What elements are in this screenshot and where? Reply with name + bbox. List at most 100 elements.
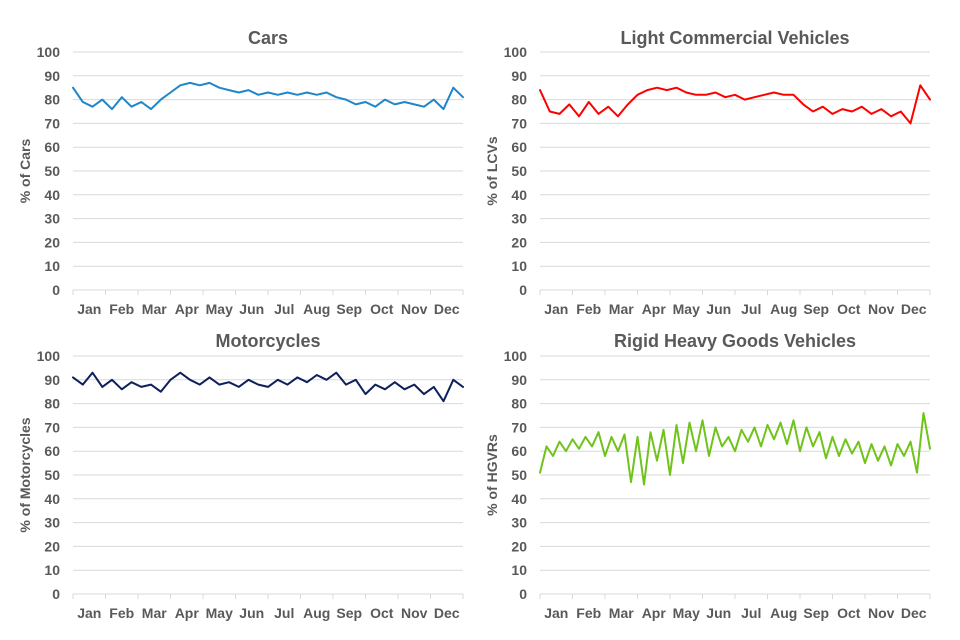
x-tick-label: May bbox=[206, 605, 233, 621]
x-tick-label: Feb bbox=[109, 301, 134, 317]
y-tick-label: 30 bbox=[511, 211, 527, 227]
x-tick-label: Apr bbox=[175, 605, 200, 621]
x-tick-label: Aug bbox=[770, 605, 797, 621]
x-tick-label: Jan bbox=[77, 605, 101, 621]
x-tick-label: Jun bbox=[239, 301, 264, 317]
chart-title: Rigid Heavy Goods Vehicles bbox=[614, 331, 856, 351]
y-axis-label: % of LCVs bbox=[484, 136, 500, 205]
x-tick-label: May bbox=[206, 301, 233, 317]
y-tick-label: 80 bbox=[511, 396, 527, 412]
x-tick-label: Mar bbox=[142, 605, 167, 621]
x-tick-label: Nov bbox=[401, 605, 428, 621]
x-tick-label: Jun bbox=[706, 301, 731, 317]
y-tick-label: 0 bbox=[52, 282, 60, 298]
x-tick-label: Dec bbox=[901, 605, 927, 621]
x-tick-label: Mar bbox=[609, 301, 634, 317]
y-tick-label: 10 bbox=[44, 562, 60, 578]
y-tick-label: 90 bbox=[44, 372, 60, 388]
y-tick-label: 60 bbox=[511, 139, 527, 155]
x-tick-label: May bbox=[673, 301, 700, 317]
y-tick-label: 0 bbox=[52, 586, 60, 602]
y-tick-label: 100 bbox=[504, 348, 528, 364]
x-tick-label: Apr bbox=[175, 301, 200, 317]
y-tick-label: 60 bbox=[511, 443, 527, 459]
x-tick-label: Oct bbox=[370, 301, 394, 317]
chart-cars: 0 10 20 30 40 50 60 70 80 90 100 Jan Feb Mar Apr May Jun… bbox=[17, 28, 464, 317]
chart-light-commercial-vehicles: 0 10 20 30 40 50 60 70 80 90 100 Jan Feb Mar Apr May Jun… bbox=[484, 28, 931, 317]
y-tick-label: 50 bbox=[44, 163, 60, 179]
y-axis-label: % of Motorcycles bbox=[17, 417, 33, 532]
y-tick-label: 0 bbox=[519, 586, 527, 602]
x-tick-label: Jul bbox=[274, 301, 294, 317]
y-tick-label: 80 bbox=[511, 92, 527, 108]
y-tick-label: 100 bbox=[37, 348, 61, 364]
x-tick-label: May bbox=[673, 605, 700, 621]
x-tick-label: Feb bbox=[109, 605, 134, 621]
y-tick-label: 50 bbox=[511, 467, 527, 483]
x-tick-label: Jan bbox=[77, 301, 101, 317]
series-line-lcvs bbox=[539, 84, 931, 125]
y-tick-label: 10 bbox=[511, 562, 527, 578]
x-tick-label: Sep bbox=[803, 605, 829, 621]
x-tick-label: Jul bbox=[274, 605, 294, 621]
x-tick-label: Jan bbox=[544, 301, 568, 317]
y-tick-label: 60 bbox=[44, 443, 60, 459]
y-tick-label: 70 bbox=[44, 419, 60, 435]
y-tick-label: 10 bbox=[44, 258, 60, 274]
y-tick-label: 0 bbox=[519, 282, 527, 298]
x-tick-label: Aug bbox=[303, 301, 330, 317]
x-tick-label: Dec bbox=[434, 301, 460, 317]
y-tick-label: 20 bbox=[511, 538, 527, 554]
x-tick-label: Mar bbox=[609, 605, 634, 621]
y-tick-label: 30 bbox=[511, 515, 527, 531]
y-tick-label: 80 bbox=[44, 396, 60, 412]
x-tick-label: Oct bbox=[837, 605, 861, 621]
x-tick-label: Apr bbox=[642, 301, 667, 317]
x-tick-label: Aug bbox=[303, 605, 330, 621]
y-tick-label: 40 bbox=[44, 187, 60, 203]
x-tick-label: Jan bbox=[544, 605, 568, 621]
y-axis-label: % of HGVRs bbox=[484, 434, 500, 516]
x-tick-label: Sep bbox=[336, 605, 362, 621]
x-tick-label: Nov bbox=[401, 301, 428, 317]
series-line-motorcycles bbox=[72, 371, 464, 403]
chart-title: Cars bbox=[248, 28, 288, 48]
x-tick-label: Feb bbox=[576, 301, 601, 317]
x-tick-label: Nov bbox=[868, 301, 895, 317]
x-tick-label: Oct bbox=[837, 301, 861, 317]
y-tick-label: 100 bbox=[504, 44, 528, 60]
x-tick-label: Nov bbox=[868, 605, 895, 621]
x-tick-label: Jun bbox=[706, 605, 731, 621]
y-tick-label: 20 bbox=[44, 538, 60, 554]
y-tick-label: 40 bbox=[511, 187, 527, 203]
y-tick-label: 70 bbox=[511, 115, 527, 131]
chart-title: Light Commercial Vehicles bbox=[620, 28, 849, 48]
x-tick-label: Sep bbox=[803, 301, 829, 317]
y-tick-label: 80 bbox=[44, 92, 60, 108]
y-tick-label: 90 bbox=[511, 68, 527, 84]
y-tick-label: 20 bbox=[511, 234, 527, 250]
x-tick-label: Oct bbox=[370, 605, 394, 621]
y-tick-label: 60 bbox=[44, 139, 60, 155]
chart-motorcycles: 0 10 20 30 40 50 60 70 80 90 100 Jan Feb Mar Apr May Jun… bbox=[17, 331, 464, 621]
y-tick-label: 30 bbox=[44, 211, 60, 227]
y-tick-label: 50 bbox=[511, 163, 527, 179]
x-tick-label: Dec bbox=[434, 605, 460, 621]
y-tick-label: 70 bbox=[511, 419, 527, 435]
y-tick-label: 20 bbox=[44, 234, 60, 250]
x-tick-label: Dec bbox=[901, 301, 927, 317]
chart-rigid-heavy-goods-vehicles: 0 10 20 30 40 50 60 70 80 90 100 Jan Feb Mar Apr May Jun… bbox=[484, 331, 931, 621]
chart-title: Motorcycles bbox=[215, 331, 320, 351]
y-tick-label: 10 bbox=[511, 258, 527, 274]
x-tick-label: Jul bbox=[741, 301, 761, 317]
y-tick-label: 40 bbox=[511, 491, 527, 507]
series-line-hgvrs bbox=[539, 412, 931, 486]
y-tick-label: 90 bbox=[511, 372, 527, 388]
x-tick-label: Aug bbox=[770, 301, 797, 317]
y-axis-label: % of Cars bbox=[17, 139, 33, 204]
y-tick-label: 100 bbox=[37, 44, 61, 60]
y-tick-label: 90 bbox=[44, 68, 60, 84]
y-tick-label: 70 bbox=[44, 115, 60, 131]
x-tick-label: Sep bbox=[336, 301, 362, 317]
